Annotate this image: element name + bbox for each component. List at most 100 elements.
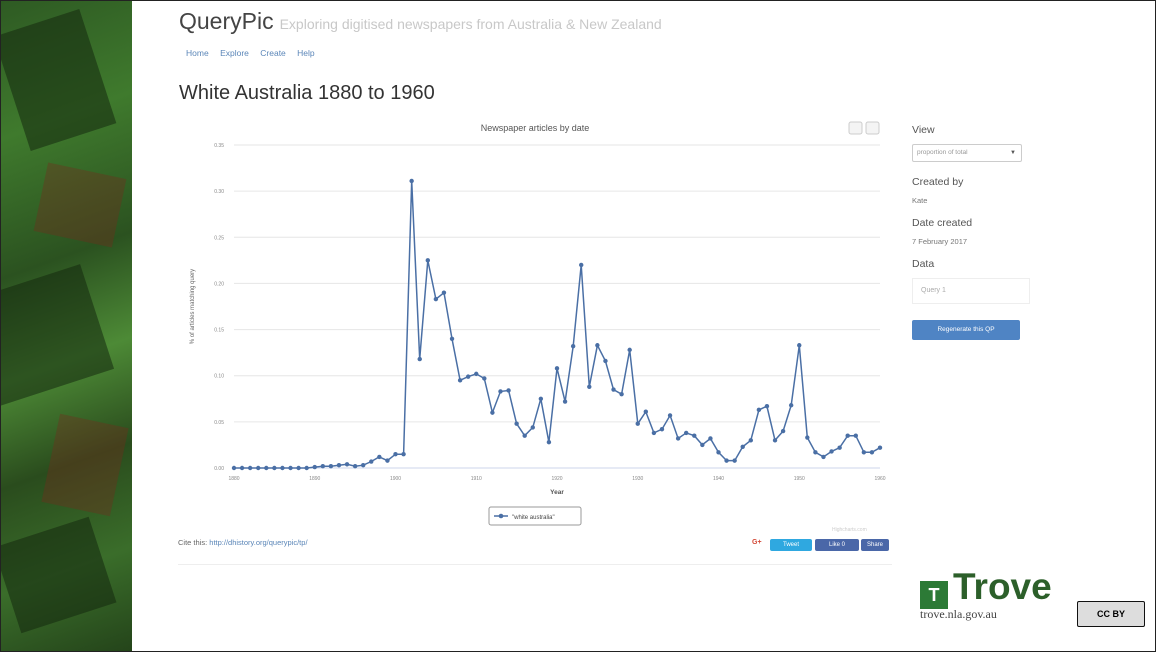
data-point[interactable] [546, 439, 552, 445]
data-point[interactable] [667, 413, 673, 418]
data-point[interactable] [659, 427, 665, 432]
legend-box[interactable] [488, 506, 582, 526]
data-point[interactable] [748, 438, 753, 443]
nav-create[interactable]: Create [260, 48, 286, 58]
data-point[interactable] [595, 343, 600, 348]
data-point[interactable] [401, 451, 406, 457]
data-point[interactable] [361, 463, 366, 468]
data-point[interactable] [740, 444, 745, 449]
data-point[interactable] [506, 388, 511, 393]
data-point[interactable] [498, 389, 503, 394]
download-chart-button[interactable] [865, 121, 880, 135]
data-point[interactable] [490, 410, 495, 415]
data-point[interactable] [845, 433, 850, 438]
facebook-share-button[interactable]: Share [861, 539, 889, 551]
data-point[interactable] [562, 399, 568, 404]
query-item[interactable]: Query 1 [912, 278, 1030, 304]
data-point[interactable] [538, 396, 544, 401]
data-point[interactable] [239, 465, 245, 471]
data-point[interactable] [441, 290, 447, 295]
data-point[interactable] [805, 435, 810, 440]
data-point[interactable] [474, 371, 479, 377]
data-point[interactable] [869, 450, 875, 455]
facebook-like-button[interactable]: Like 0 [815, 539, 859, 551]
chart-legend[interactable]: "white australia" [488, 506, 582, 526]
chart-export-buttons[interactable] [848, 121, 880, 135]
gplus-button[interactable]: G+ [752, 539, 762, 546]
data-point[interactable] [570, 343, 576, 349]
data-point[interactable] [643, 409, 649, 414]
data-point[interactable] [587, 384, 592, 389]
data-point[interactable] [231, 465, 237, 471]
data-point[interactable] [853, 433, 858, 438]
data-point[interactable] [296, 465, 301, 471]
data-point[interactable] [619, 391, 624, 397]
data-point[interactable] [352, 463, 358, 469]
data-point[interactable] [377, 454, 382, 460]
data-point[interactable] [328, 463, 334, 469]
data-point[interactable] [256, 465, 261, 471]
data-point[interactable] [336, 463, 342, 468]
data-point[interactable] [780, 428, 786, 434]
data-point[interactable] [385, 458, 390, 463]
data-point[interactable] [764, 403, 770, 409]
data-point[interactable] [465, 374, 471, 379]
data-point[interactable] [603, 358, 608, 364]
data-point[interactable] [344, 462, 350, 467]
data-point[interactable] [635, 421, 640, 426]
data-point[interactable] [829, 449, 834, 454]
data-point[interactable] [684, 430, 689, 436]
data-point[interactable] [433, 296, 439, 302]
data-point[interactable] [877, 445, 883, 450]
print-chart-button[interactable] [848, 121, 863, 135]
data-point[interactable] [861, 450, 867, 455]
cite-link[interactable]: http://dhistory.org/querypic/tp/ [209, 538, 308, 547]
app-brand[interactable]: QueryPic Exploring digitised newspapers f… [179, 8, 662, 35]
data-point[interactable] [797, 343, 802, 348]
nav-home[interactable]: Home [186, 48, 209, 58]
data-point[interactable] [417, 356, 422, 362]
data-point[interactable] [247, 465, 253, 471]
view-select[interactable]: proportion of total ▼ [912, 144, 1022, 162]
data-point[interactable] [304, 465, 309, 471]
chart-credits[interactable]: Highcharts.com [832, 527, 867, 533]
data-point[interactable] [732, 458, 737, 463]
data-point[interactable] [514, 421, 519, 426]
data-point[interactable] [369, 459, 374, 464]
app-name[interactable]: QueryPic [179, 8, 274, 34]
data-point[interactable] [813, 450, 818, 455]
data-point[interactable] [320, 463, 326, 469]
data-point[interactable] [756, 407, 762, 413]
regenerate-button[interactable]: Regenerate this QP [912, 320, 1020, 340]
data-point[interactable] [788, 403, 794, 408]
data-point[interactable] [312, 464, 317, 470]
nav-help[interactable]: Help [297, 48, 315, 58]
data-point[interactable] [708, 436, 713, 441]
data-point[interactable] [579, 262, 584, 268]
data-point[interactable] [264, 465, 269, 471]
data-point[interactable] [482, 376, 487, 381]
data-point[interactable] [651, 430, 657, 436]
data-point[interactable] [530, 425, 535, 430]
data-point[interactable] [821, 454, 826, 460]
data-point[interactable] [425, 258, 430, 263]
data-point[interactable] [522, 433, 527, 438]
data-point[interactable] [280, 465, 285, 471]
nav-explore[interactable]: Explore [220, 48, 249, 58]
data-point[interactable] [772, 438, 778, 443]
data-point[interactable] [724, 458, 729, 463]
data-point[interactable] [393, 451, 398, 457]
data-point[interactable] [700, 442, 705, 448]
data-point[interactable] [288, 465, 293, 471]
data-point[interactable] [692, 433, 697, 438]
data-point[interactable] [627, 347, 632, 353]
data-point[interactable] [272, 465, 277, 471]
data-point[interactable] [409, 178, 414, 184]
data-point[interactable] [449, 336, 455, 341]
data-point[interactable] [837, 445, 842, 450]
tweet-button[interactable]: Tweet [770, 539, 812, 551]
data-point[interactable] [611, 387, 616, 392]
data-point[interactable] [554, 366, 560, 371]
data-point[interactable] [675, 436, 681, 441]
data-point[interactable] [716, 450, 721, 455]
